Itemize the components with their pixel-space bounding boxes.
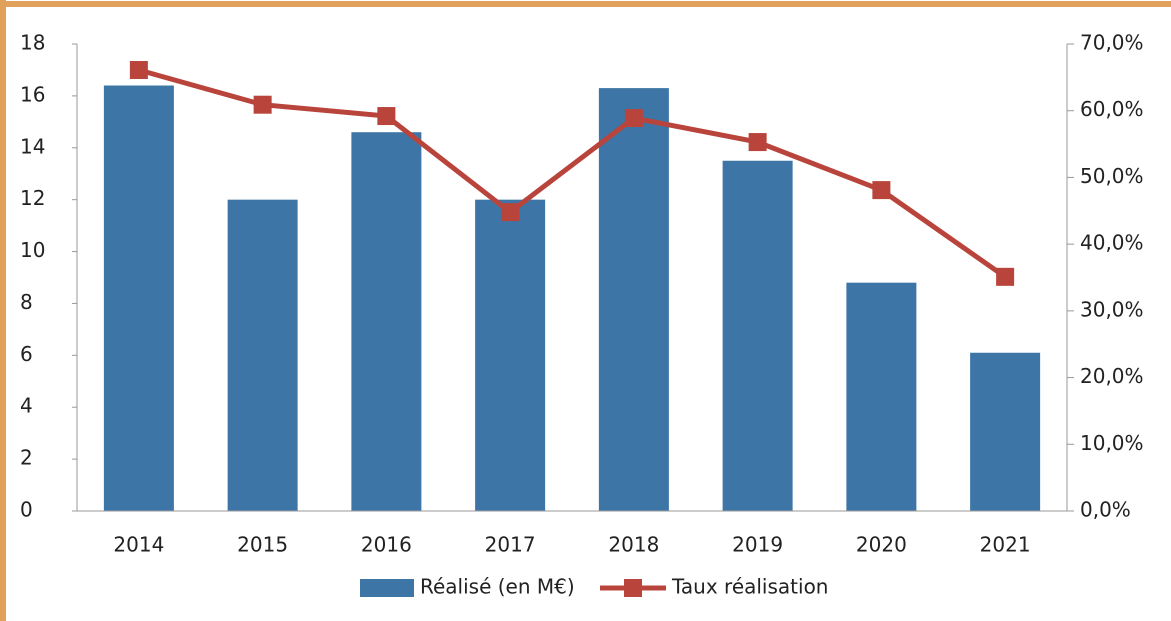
y-tick-label: 0 [20, 498, 33, 522]
y-tick-label: 8 [20, 290, 33, 314]
bar [846, 282, 917, 511]
line [138, 67, 1007, 279]
bar [103, 85, 174, 511]
y2-tick-label: 60,0% [1080, 97, 1144, 121]
y2-tick-label: 10,0% [1080, 431, 1144, 455]
line-marker [377, 107, 396, 126]
y2-tick-label: 70,0% [1080, 31, 1144, 55]
line-marker [253, 95, 272, 114]
line-marker [501, 203, 520, 222]
legend-label: Taux réalisation [671, 575, 828, 599]
y2-tick-label: 20,0% [1080, 364, 1144, 388]
x-tick-label: 2019 [732, 533, 783, 557]
y2-tick-label: 30,0% [1080, 297, 1144, 321]
y-tick-label: 6 [20, 342, 33, 366]
legend-swatch [360, 579, 414, 597]
x-tick-label: 2016 [361, 533, 412, 557]
line-marker [996, 267, 1015, 286]
x-tick-label: 2017 [485, 533, 536, 557]
x-tick-label: 2021 [980, 533, 1031, 557]
line-marker [872, 181, 891, 200]
line-marker [748, 133, 767, 152]
line-marker [624, 109, 643, 128]
x-tick-label: 2018 [608, 533, 659, 557]
bar [227, 199, 298, 511]
x-tick-label: 2015 [237, 533, 288, 557]
bar [970, 352, 1041, 511]
x-tick-label: 2020 [856, 533, 907, 557]
y2-tick-label: 0,0% [1080, 498, 1131, 522]
y2-tick-label: 40,0% [1080, 231, 1144, 255]
x-tick-label: 2014 [113, 533, 164, 557]
y2-tick-label: 50,0% [1080, 164, 1144, 188]
y-tick-label: 4 [20, 394, 33, 418]
line-marker [129, 61, 148, 80]
legend-label: Réalisé (en M€) [420, 575, 575, 599]
y-tick-label: 12 [20, 186, 45, 210]
bar [598, 88, 669, 511]
bar [722, 160, 793, 511]
legend-marker [624, 579, 642, 597]
bar [351, 132, 422, 511]
y-tick-label: 16 [20, 82, 45, 106]
y-tick-label: 14 [20, 134, 45, 158]
y-tick-label: 10 [20, 238, 45, 262]
y-tick-label: 2 [20, 446, 33, 470]
y-tick-label: 18 [20, 31, 45, 55]
bar [475, 199, 546, 511]
